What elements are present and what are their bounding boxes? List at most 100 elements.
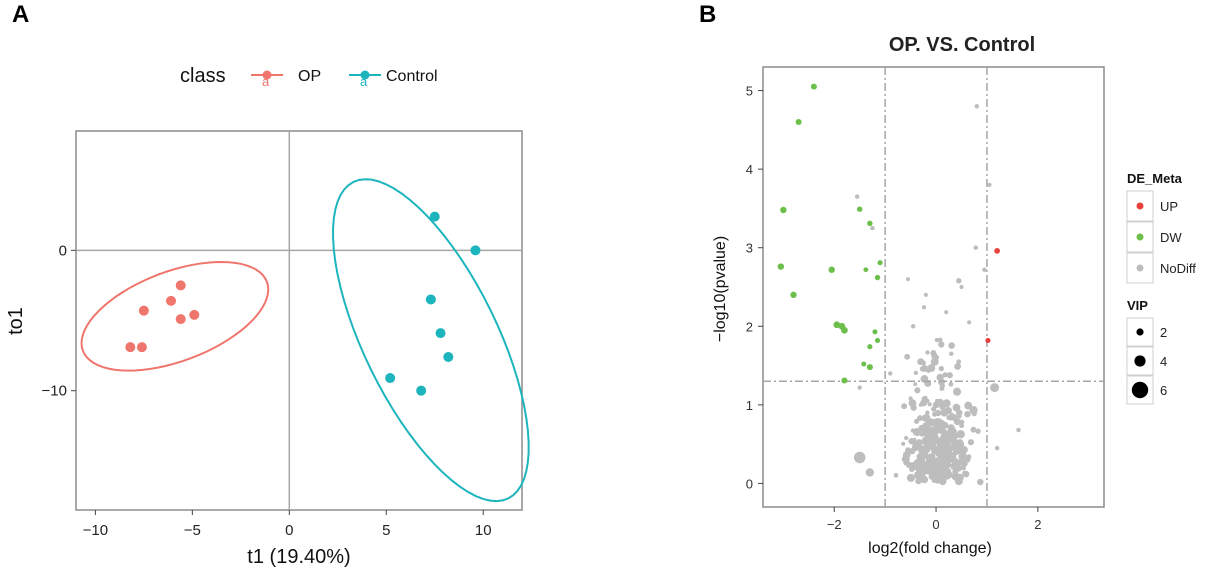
nodiff-point bbox=[904, 435, 909, 441]
nodiff-point bbox=[955, 419, 961, 425]
nodiff-point bbox=[944, 423, 949, 428]
data-point-dw bbox=[872, 329, 878, 335]
legend-key-up bbox=[1136, 202, 1144, 210]
nodiff-point bbox=[921, 437, 928, 443]
panel-a-label: A bbox=[12, 1, 29, 28]
nodiff-point bbox=[940, 408, 949, 417]
nodiff-point bbox=[952, 403, 961, 412]
nodiff-point bbox=[908, 399, 917, 407]
legend-vip-entries: 2 4 6 bbox=[1126, 317, 1167, 405]
confidence-ellipse-op bbox=[80, 260, 270, 372]
data-point-dw bbox=[841, 326, 848, 334]
legend-control-glyph: a bbox=[360, 74, 368, 89]
data-point-up bbox=[985, 337, 991, 343]
legend-op-dot bbox=[262, 70, 272, 80]
nodiff-point bbox=[910, 428, 916, 433]
data-point-nodiff bbox=[870, 225, 875, 231]
y-tick-label: 1 bbox=[746, 398, 753, 413]
data-point-nodiff bbox=[923, 292, 928, 297]
legend-vip-dot bbox=[1134, 355, 1146, 367]
nodiff-point bbox=[955, 465, 962, 472]
nodiff-point bbox=[977, 478, 984, 486]
nodiff-point bbox=[950, 442, 957, 449]
nodiff-point bbox=[920, 399, 928, 407]
legend-op-label: OP bbox=[298, 68, 321, 85]
data-point-control bbox=[416, 385, 427, 396]
nodiff-point bbox=[925, 445, 931, 451]
nodiff-point bbox=[939, 442, 946, 448]
nodiff-point bbox=[917, 415, 923, 421]
data-point-nodiff bbox=[959, 284, 964, 290]
panel-a-plot-frame bbox=[75, 130, 523, 511]
nodiff-point bbox=[949, 412, 954, 417]
nodiff-point bbox=[934, 409, 942, 417]
legend-key-dw bbox=[1136, 233, 1144, 241]
legend-vip-dot bbox=[1136, 328, 1144, 336]
data-point-nodiff bbox=[967, 320, 972, 325]
nodiff-point bbox=[906, 473, 915, 482]
nodiff-point bbox=[966, 454, 972, 460]
nodiff-point bbox=[913, 418, 920, 424]
data-point-dw bbox=[780, 206, 787, 214]
x-tick-label: 5 bbox=[382, 522, 390, 539]
legend-label-nodiff: NoDiff bbox=[1160, 261, 1196, 276]
nodiff-point bbox=[904, 353, 911, 360]
nodiff-point bbox=[941, 434, 947, 440]
nodiff-point bbox=[901, 403, 908, 410]
nodiff-point bbox=[958, 454, 965, 461]
nodiff-point bbox=[927, 455, 935, 462]
nodiff-point bbox=[939, 386, 945, 391]
x-tick-label: −10 bbox=[83, 522, 108, 539]
legend-item-op: a OP bbox=[251, 68, 321, 89]
data-point-nodiff bbox=[974, 104, 980, 109]
data-point-nodiff bbox=[994, 445, 1000, 451]
nodiff-point bbox=[921, 305, 927, 310]
panel-a-y-axis-title: to1 bbox=[5, 307, 27, 335]
nodiff-point bbox=[956, 414, 962, 419]
data-point-dw bbox=[828, 266, 835, 273]
panel-b-axes: −2 0 2 0 1 2 3 4 5 bbox=[746, 84, 1042, 532]
nodiff-point bbox=[954, 440, 963, 449]
data-point-nodiff bbox=[910, 324, 916, 329]
nodiff-point bbox=[908, 447, 916, 455]
legend-label-dw: DW bbox=[1160, 230, 1182, 245]
nodiff-point bbox=[967, 439, 975, 446]
legend-label-up: UP bbox=[1160, 199, 1178, 214]
nodiff-point bbox=[920, 427, 925, 432]
data-point-op bbox=[175, 280, 186, 291]
legend-vip-label: 6 bbox=[1160, 383, 1167, 398]
data-point-control bbox=[443, 351, 454, 362]
data-point-dw bbox=[877, 260, 883, 266]
nodiff-point bbox=[952, 471, 960, 479]
nodiff-point bbox=[909, 466, 915, 473]
y-tick-label: 2 bbox=[746, 319, 753, 334]
nodiff-point bbox=[932, 445, 941, 454]
nodiff-point bbox=[927, 364, 936, 372]
panel-b-title: OP. VS. Control bbox=[889, 34, 1035, 56]
data-point-dw bbox=[863, 267, 869, 273]
nodiff-point bbox=[939, 477, 947, 486]
y-tick-label: 0 bbox=[59, 242, 67, 259]
legend-de-meta-entries: UP DW NoDiff bbox=[1126, 190, 1196, 284]
data-point-dw bbox=[874, 337, 881, 343]
legend-vip-dot bbox=[1131, 381, 1149, 399]
nodiff-point bbox=[964, 410, 971, 418]
nodiff-point bbox=[938, 341, 945, 348]
nodiff-point bbox=[920, 360, 926, 366]
data-point-control bbox=[470, 245, 481, 256]
x-tick-label: 0 bbox=[285, 522, 293, 539]
y-tick-label: 5 bbox=[746, 84, 753, 99]
legend-op-glyph: a bbox=[262, 74, 270, 89]
nodiff-point bbox=[901, 441, 906, 446]
data-point-dw bbox=[874, 274, 881, 281]
data-point-op bbox=[136, 342, 147, 353]
data-point-nodiff bbox=[853, 451, 866, 464]
data-point-nodiff bbox=[982, 267, 987, 272]
data-point-control bbox=[425, 294, 436, 305]
nodiff-point bbox=[975, 428, 981, 434]
nodiff-point bbox=[908, 396, 913, 401]
x-tick-label: 2 bbox=[1034, 517, 1041, 532]
data-point-nodiff bbox=[987, 182, 992, 187]
data-point-nodiff bbox=[887, 371, 893, 376]
data-point-dw bbox=[777, 263, 785, 270]
